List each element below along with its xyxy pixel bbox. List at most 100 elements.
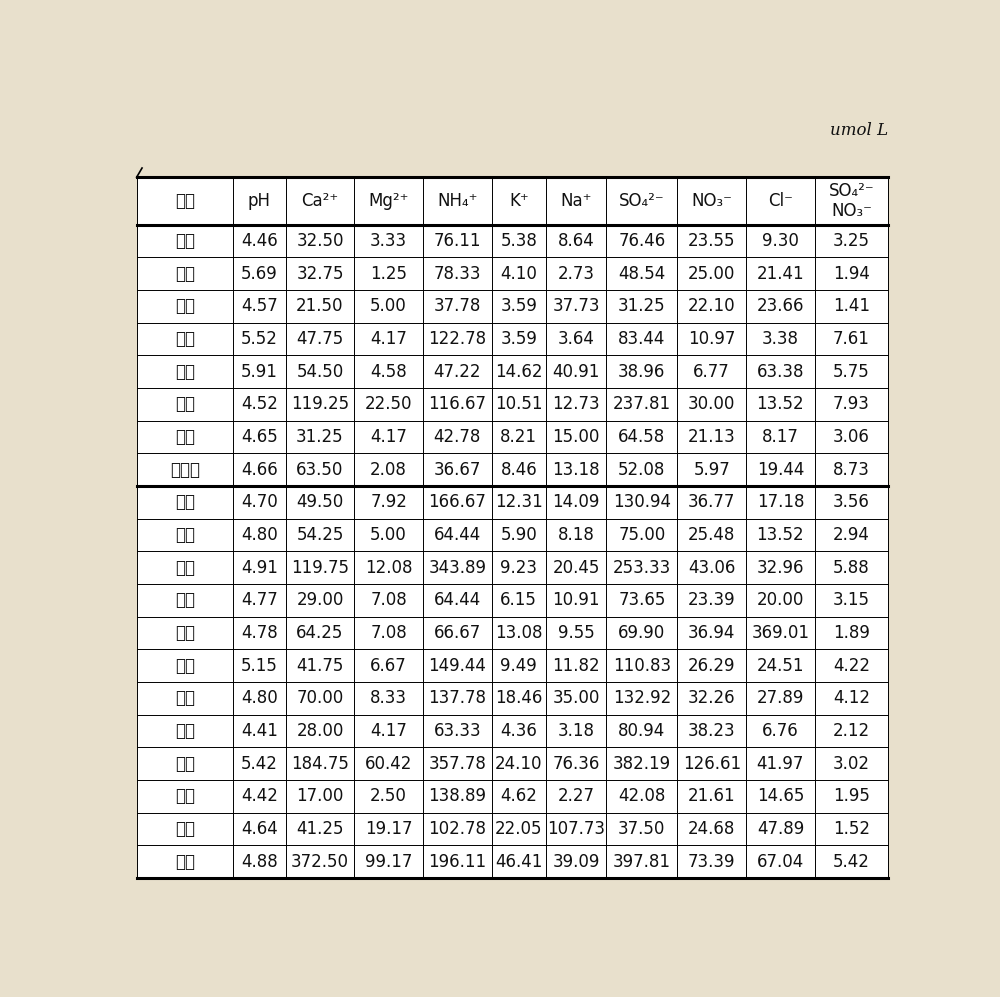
- Text: 2.94: 2.94: [833, 526, 870, 544]
- Text: 5.97: 5.97: [693, 461, 730, 479]
- Text: 3.33: 3.33: [370, 232, 407, 250]
- Text: 13.52: 13.52: [757, 526, 804, 544]
- Text: 8.33: 8.33: [370, 690, 407, 708]
- Text: 138.89: 138.89: [428, 788, 486, 806]
- Text: 7.61: 7.61: [833, 330, 870, 348]
- Text: 3.15: 3.15: [833, 591, 870, 609]
- Text: 6.15: 6.15: [500, 591, 537, 609]
- Text: Mg²⁺: Mg²⁺: [368, 192, 409, 210]
- Text: 3.59: 3.59: [500, 297, 537, 315]
- Text: 42.78: 42.78: [434, 428, 481, 446]
- Text: 城市: 城市: [175, 192, 195, 210]
- Text: NO₃⁻: NO₃⁻: [691, 192, 732, 210]
- Text: 厦门: 厦门: [175, 297, 195, 315]
- Text: 48.54: 48.54: [618, 265, 665, 283]
- Text: 42.08: 42.08: [618, 788, 666, 806]
- Text: 52.08: 52.08: [618, 461, 666, 479]
- Text: 76.11: 76.11: [433, 232, 481, 250]
- Text: 绵阳: 绵阳: [175, 788, 195, 806]
- Text: 63.50: 63.50: [296, 461, 344, 479]
- Text: 21.41: 21.41: [757, 265, 804, 283]
- Text: NH₄⁺: NH₄⁺: [437, 192, 477, 210]
- Text: 湛江: 湛江: [175, 821, 195, 838]
- Text: 4.17: 4.17: [370, 722, 407, 740]
- Text: 12.08: 12.08: [365, 558, 412, 577]
- Text: 17.00: 17.00: [296, 788, 344, 806]
- Text: 41.75: 41.75: [296, 657, 344, 675]
- Text: 13.08: 13.08: [495, 624, 543, 642]
- Text: 4.10: 4.10: [500, 265, 537, 283]
- Text: 1.41: 1.41: [833, 297, 870, 315]
- Text: 76.36: 76.36: [552, 755, 600, 773]
- Text: 4.36: 4.36: [500, 722, 537, 740]
- Text: 5.69: 5.69: [241, 265, 278, 283]
- Text: 7.08: 7.08: [370, 624, 407, 642]
- Text: 25.48: 25.48: [688, 526, 735, 544]
- Text: 4.80: 4.80: [241, 690, 278, 708]
- Text: 28.00: 28.00: [296, 722, 344, 740]
- Text: 32.50: 32.50: [296, 232, 344, 250]
- Text: 397.81: 397.81: [613, 852, 671, 870]
- Text: 7.92: 7.92: [370, 494, 407, 511]
- Text: 73.39: 73.39: [688, 852, 735, 870]
- Text: 64.25: 64.25: [296, 624, 344, 642]
- Text: 5.15: 5.15: [241, 657, 278, 675]
- Text: 11.82: 11.82: [552, 657, 600, 675]
- Text: 17.18: 17.18: [757, 494, 804, 511]
- Text: 78.33: 78.33: [433, 265, 481, 283]
- Text: 5.52: 5.52: [241, 330, 278, 348]
- Text: 343.89: 343.89: [428, 558, 486, 577]
- Text: 41.25: 41.25: [296, 821, 344, 838]
- Text: 80.94: 80.94: [618, 722, 665, 740]
- Text: 1.25: 1.25: [370, 265, 407, 283]
- Text: 31.25: 31.25: [296, 428, 344, 446]
- Text: 3.06: 3.06: [833, 428, 870, 446]
- Text: 19.17: 19.17: [365, 821, 412, 838]
- Text: 12.73: 12.73: [552, 396, 600, 414]
- Text: 5.88: 5.88: [833, 558, 870, 577]
- Text: 4.17: 4.17: [370, 428, 407, 446]
- Text: 浏阳: 浏阳: [175, 232, 195, 250]
- Text: 3.02: 3.02: [833, 755, 870, 773]
- Text: 2.12: 2.12: [833, 722, 870, 740]
- Text: 景德镇: 景德镇: [170, 461, 200, 479]
- Text: 湘潭: 湘潭: [175, 591, 195, 609]
- Text: 13.18: 13.18: [552, 461, 600, 479]
- Text: 7.08: 7.08: [370, 591, 407, 609]
- Text: 39.09: 39.09: [552, 852, 600, 870]
- Text: 47.22: 47.22: [433, 363, 481, 381]
- Text: 14.65: 14.65: [757, 788, 804, 806]
- Text: 46.41: 46.41: [495, 852, 542, 870]
- Text: 20.45: 20.45: [552, 558, 600, 577]
- Text: 4.77: 4.77: [241, 591, 278, 609]
- Text: 132.92: 132.92: [613, 690, 671, 708]
- Text: 6.77: 6.77: [693, 363, 730, 381]
- Text: 三明: 三明: [175, 330, 195, 348]
- Text: 99.17: 99.17: [365, 852, 412, 870]
- Text: 9.55: 9.55: [558, 624, 594, 642]
- Text: 4.46: 4.46: [241, 232, 278, 250]
- Text: 126.61: 126.61: [683, 755, 741, 773]
- Text: 67.04: 67.04: [757, 852, 804, 870]
- Text: 110.83: 110.83: [613, 657, 671, 675]
- Text: 63.38: 63.38: [757, 363, 804, 381]
- Text: 5.42: 5.42: [833, 852, 870, 870]
- Text: 21.13: 21.13: [688, 428, 736, 446]
- Text: 5.00: 5.00: [370, 297, 407, 315]
- Text: 32.26: 32.26: [688, 690, 736, 708]
- Text: 107.73: 107.73: [547, 821, 605, 838]
- Text: 3.38: 3.38: [762, 330, 799, 348]
- Text: 4.66: 4.66: [241, 461, 278, 479]
- Text: 119.75: 119.75: [291, 558, 349, 577]
- Text: 22.10: 22.10: [688, 297, 736, 315]
- Text: 8.64: 8.64: [558, 232, 594, 250]
- Text: 357.78: 357.78: [428, 755, 486, 773]
- Text: 怀化: 怀化: [175, 722, 195, 740]
- Text: 24.51: 24.51: [757, 657, 804, 675]
- Text: 4.70: 4.70: [241, 494, 278, 511]
- Text: 37.78: 37.78: [434, 297, 481, 315]
- Text: 18.46: 18.46: [495, 690, 542, 708]
- Text: 372.50: 372.50: [291, 852, 349, 870]
- Text: 2.50: 2.50: [370, 788, 407, 806]
- Text: 49.50: 49.50: [296, 494, 344, 511]
